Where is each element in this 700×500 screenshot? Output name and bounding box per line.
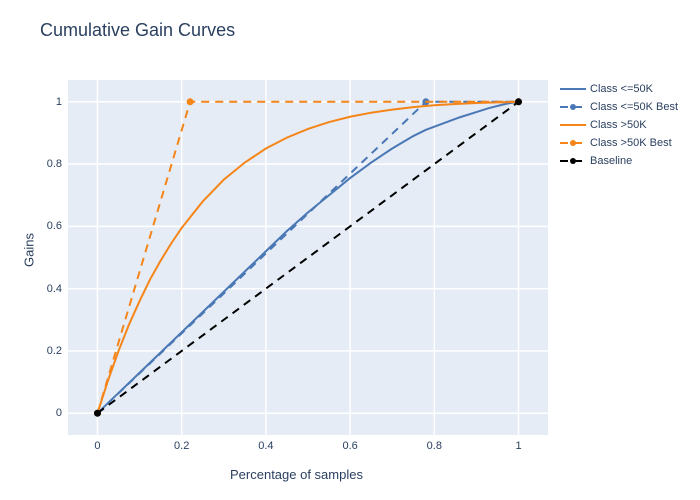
- x-tick: 0.2: [174, 440, 189, 452]
- y-tick: 0: [32, 407, 62, 419]
- chart-title: Cumulative Gain Curves: [40, 20, 235, 41]
- series-line[interactable]: [97, 102, 518, 413]
- legend-label: Class <=50K Best: [590, 101, 678, 113]
- y-tick: 0.2: [32, 345, 62, 357]
- legend-label: Class >50K: [590, 119, 647, 131]
- x-axis-label: Percentage of samples: [230, 467, 363, 482]
- legend-swatch: [560, 119, 586, 131]
- legend-item[interactable]: Class >50K Best: [560, 134, 688, 152]
- legend-item[interactable]: Class <=50K: [560, 80, 688, 98]
- x-tick: 0.4: [258, 440, 273, 452]
- y-axis-label: Gains: [21, 233, 36, 267]
- legend: Class <=50K Class <=50K Best Class >50K Cla…: [560, 80, 688, 170]
- legend-swatch: [560, 101, 586, 113]
- y-tick: 1: [32, 96, 62, 108]
- legend-item[interactable]: Baseline: [560, 152, 688, 170]
- chart-container: Cumulative Gain Curves Percentage of sam…: [0, 0, 700, 500]
- legend-label: Baseline: [590, 155, 632, 167]
- legend-item[interactable]: Class <=50K Best: [560, 98, 688, 116]
- plot-area[interactable]: [68, 80, 548, 435]
- legend-swatch: [560, 83, 586, 95]
- series-line[interactable]: [97, 102, 518, 413]
- legend-swatch: [560, 155, 586, 167]
- y-tick: 0.8: [32, 158, 62, 170]
- series-marker[interactable]: [515, 98, 522, 105]
- legend-label: Class >50K Best: [590, 137, 672, 149]
- x-tick: 0.8: [427, 440, 442, 452]
- legend-label: Class <=50K: [590, 83, 653, 95]
- series-marker[interactable]: [94, 410, 101, 417]
- legend-item[interactable]: Class >50K: [560, 116, 688, 134]
- x-tick: 1: [515, 440, 521, 452]
- y-tick: 0.4: [32, 283, 62, 295]
- y-tick: 0.6: [32, 220, 62, 232]
- legend-swatch: [560, 137, 586, 149]
- x-tick: 0: [94, 440, 100, 452]
- plot-svg: [68, 80, 548, 435]
- series-line[interactable]: [97, 102, 518, 413]
- series-marker[interactable]: [187, 98, 194, 105]
- series-line[interactable]: [97, 102, 518, 413]
- series-line[interactable]: [97, 102, 518, 413]
- x-tick: 0.6: [342, 440, 357, 452]
